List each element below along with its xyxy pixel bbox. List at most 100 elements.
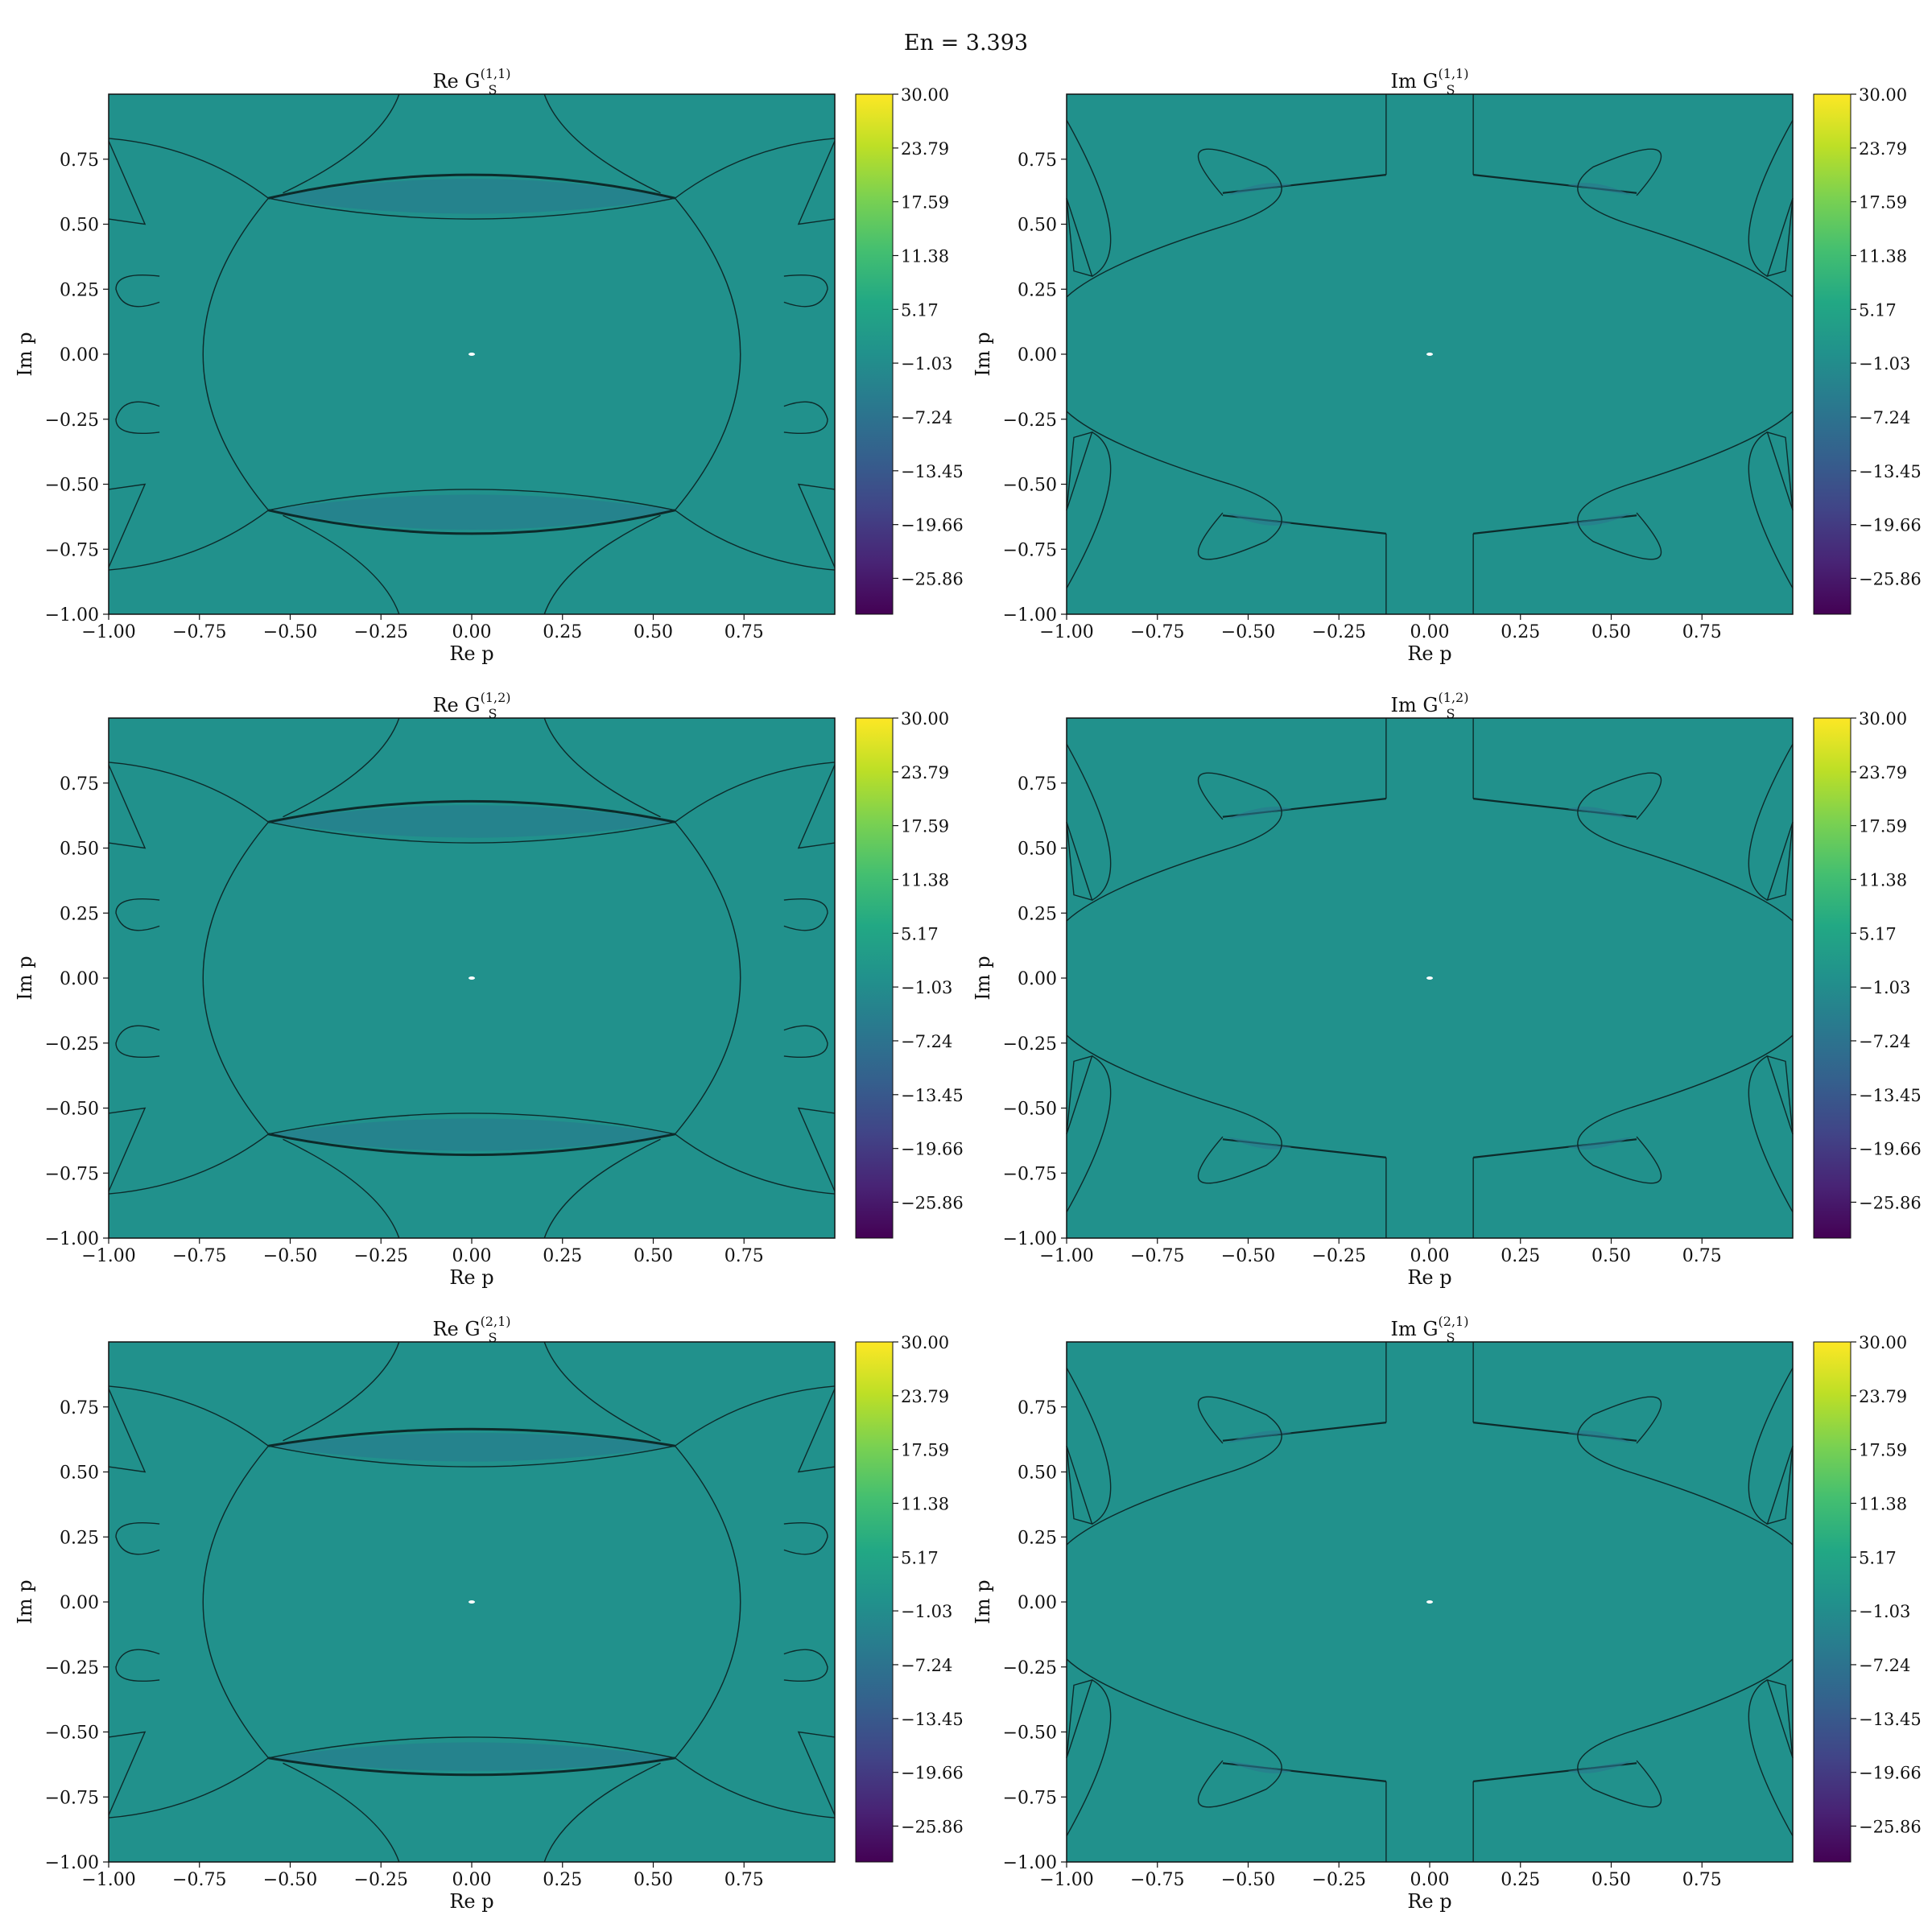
contour-line (268, 197, 675, 220)
colorbar: 30.00 23.79 17.59 11.38 5.17 −1.03 −7.24 −13.45… (1813, 1333, 1922, 1863)
x-tick-label: 0.50 (634, 622, 673, 642)
contour-line (108, 1385, 269, 1447)
colorbar-tick-label: 5.17 (901, 1548, 939, 1567)
contour-line (783, 274, 828, 308)
contour-line (1577, 1034, 1794, 1184)
contour-blob (1567, 1761, 1633, 1773)
contour-line (115, 1649, 160, 1682)
x-tick-label: 0.25 (1501, 1870, 1540, 1890)
contour-line (675, 1445, 741, 1759)
contour-blob (1567, 1137, 1633, 1150)
title-superscript: (1,2) (1439, 690, 1469, 705)
contour-line (268, 1445, 675, 1468)
y-tick-label: 0.25 (1018, 904, 1057, 924)
y-tick-label: −0.50 (1003, 476, 1057, 496)
contour-line (283, 717, 400, 818)
contour-line (1577, 1658, 1794, 1808)
y-tick-label: 0.25 (60, 1528, 99, 1548)
y-tick-label: 0.25 (60, 280, 99, 300)
colorbar-tick-label: −13.45 (901, 1086, 964, 1105)
colorbar-tick-label: −19.66 (1859, 516, 1922, 535)
title-superscript: (1,1) (481, 66, 511, 81)
contour-blob (1226, 807, 1292, 819)
contour-blob (1226, 1137, 1292, 1150)
contour-line (283, 514, 400, 615)
y-tick-label: −1.00 (1003, 1853, 1057, 1873)
contour-line (1066, 1396, 1282, 1546)
contour-line (1066, 821, 1093, 902)
y-axis-label: Im p (972, 332, 994, 376)
colorbar-gradient (855, 1341, 894, 1863)
contour-line (1066, 148, 1282, 298)
title-subscript: S (489, 82, 497, 97)
x-tick-label: 0.75 (1682, 1870, 1722, 1890)
contour-line (1066, 1658, 1282, 1808)
colorbar: 30.00 23.79 17.59 11.38 5.17 −1.03 −7.24 −13.45… (855, 709, 964, 1239)
contour-line (108, 1388, 147, 1473)
subplot-1: Re G(1,1) S −1.00 −0.75 −0.50 −0.25 0.00 0.25 0.… (14, 66, 964, 665)
y-tick-label: 0.00 (60, 1593, 99, 1613)
colorbar-gradient (855, 93, 894, 615)
colorbar: 30.00 23.79 17.59 11.38 5.17 −1.03 −7.24 −13.45… (1813, 709, 1922, 1239)
y-tick-label: −0.75 (1003, 1788, 1057, 1808)
contour-line (115, 274, 160, 308)
y-tick-label: −0.50 (45, 1724, 99, 1744)
colorbar-tick-label: 11.38 (901, 1494, 949, 1513)
x-axis-label: Re p (449, 1266, 493, 1289)
y-axis-label: Im p (14, 956, 36, 1000)
y-tick-label: −0.25 (45, 1658, 99, 1678)
contour-line (797, 140, 836, 225)
contour-blob (268, 178, 675, 214)
colorbar-tick-label: 17.59 (1859, 1441, 1907, 1460)
contour-line (675, 197, 741, 511)
y-tick-label: 0.50 (1018, 840, 1057, 860)
colorbar-tick-label: 23.79 (1859, 1387, 1907, 1406)
contour-line (1066, 431, 1093, 511)
origin-marker (469, 976, 475, 980)
x-tick-label: 0.25 (543, 622, 582, 642)
x-tick-label: −0.75 (172, 1246, 226, 1266)
x-tick-label: 0.75 (724, 1870, 764, 1890)
contour-line (1748, 743, 1794, 901)
y-axis-label: Im p (972, 1579, 994, 1624)
y-axis-label: Im p (972, 956, 994, 1000)
contour-line (268, 489, 675, 511)
colorbar-tick-label: −1.03 (1859, 978, 1910, 997)
subplot-4: Im G(1,2) S −1.00 −0.75 −0.50 −0.25 0.00 0.25 0.… (972, 690, 1922, 1289)
contour-line (283, 1762, 400, 1863)
contour-line (543, 1138, 661, 1239)
y-tick-label: −1.00 (1003, 605, 1057, 625)
contour-line (108, 762, 269, 823)
contour-line (268, 173, 675, 200)
contour-line (202, 197, 269, 511)
contour-blob (1226, 513, 1292, 526)
subplot-title: Re G(1,1) S (432, 66, 510, 97)
y-tick-label: 0.75 (1018, 774, 1057, 795)
contour-line (1748, 431, 1794, 589)
contour-line (1766, 1055, 1794, 1135)
y-tick-label: 0.00 (60, 345, 99, 365)
colorbar-tick-label: 5.17 (1859, 924, 1897, 943)
x-tick-label: −0.50 (1221, 1246, 1275, 1266)
x-tick-label: −0.25 (354, 1870, 408, 1890)
contour-line (283, 1341, 400, 1442)
contour-line (797, 764, 836, 849)
contour-line (1766, 431, 1794, 511)
x-tick-label: 0.00 (452, 1870, 492, 1890)
x-tick-label: 0.50 (634, 1870, 673, 1890)
y-tick-label: −0.75 (1003, 1164, 1057, 1184)
contour-line (783, 1649, 828, 1682)
x-tick-label: −0.25 (1312, 1870, 1366, 1890)
y-axis-label: Im p (14, 1579, 36, 1624)
y-tick-label: −1.00 (45, 605, 99, 625)
colorbar-tick-label: 30.00 (1859, 1333, 1907, 1352)
colorbar-tick-label: −1.03 (901, 1602, 952, 1621)
y-tick-label: 0.50 (60, 1463, 99, 1484)
y-tick-label: −0.75 (45, 1164, 99, 1184)
contour-line (1066, 197, 1093, 278)
title-subscript: S (1446, 1330, 1455, 1345)
contour-line (108, 1731, 147, 1816)
y-tick-label: 0.75 (60, 151, 99, 171)
colorbar-tick-label: 30.00 (1859, 85, 1907, 105)
colorbar-tick-label: −7.24 (901, 1032, 952, 1051)
